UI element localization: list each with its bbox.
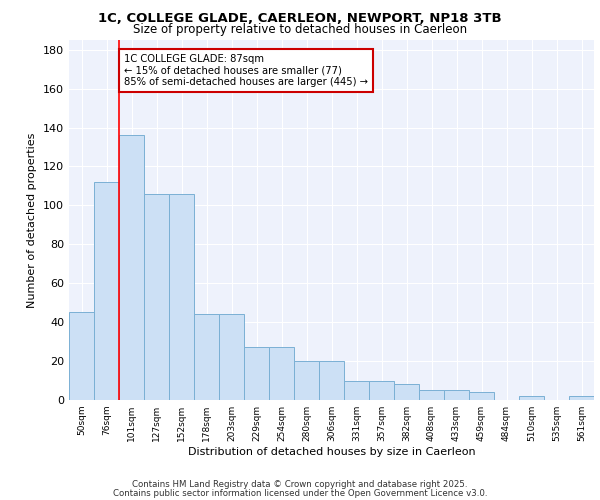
- Bar: [269, 348, 294, 400]
- Text: Contains HM Land Registry data © Crown copyright and database right 2025.: Contains HM Land Registry data © Crown c…: [132, 480, 468, 489]
- Bar: [119, 136, 144, 400]
- Bar: [519, 396, 544, 400]
- X-axis label: Distribution of detached houses by size in Caerleon: Distribution of detached houses by size …: [188, 447, 475, 457]
- Bar: [394, 384, 419, 400]
- Bar: [294, 361, 319, 400]
- Bar: [219, 314, 244, 400]
- Bar: [169, 194, 194, 400]
- Y-axis label: Number of detached properties: Number of detached properties: [28, 132, 37, 308]
- Bar: [194, 314, 219, 400]
- Bar: [569, 396, 594, 400]
- Bar: [369, 380, 394, 400]
- Text: 1C COLLEGE GLADE: 87sqm
← 15% of detached houses are smaller (77)
85% of semi-de: 1C COLLEGE GLADE: 87sqm ← 15% of detache…: [124, 54, 368, 87]
- Bar: [469, 392, 494, 400]
- Bar: [69, 312, 94, 400]
- Bar: [344, 380, 369, 400]
- Text: 1C, COLLEGE GLADE, CAERLEON, NEWPORT, NP18 3TB: 1C, COLLEGE GLADE, CAERLEON, NEWPORT, NP…: [98, 12, 502, 26]
- Bar: [94, 182, 119, 400]
- Bar: [144, 194, 169, 400]
- Bar: [244, 348, 269, 400]
- Bar: [319, 361, 344, 400]
- Text: Contains public sector information licensed under the Open Government Licence v3: Contains public sector information licen…: [113, 489, 487, 498]
- Bar: [419, 390, 444, 400]
- Text: Size of property relative to detached houses in Caerleon: Size of property relative to detached ho…: [133, 22, 467, 36]
- Bar: [444, 390, 469, 400]
